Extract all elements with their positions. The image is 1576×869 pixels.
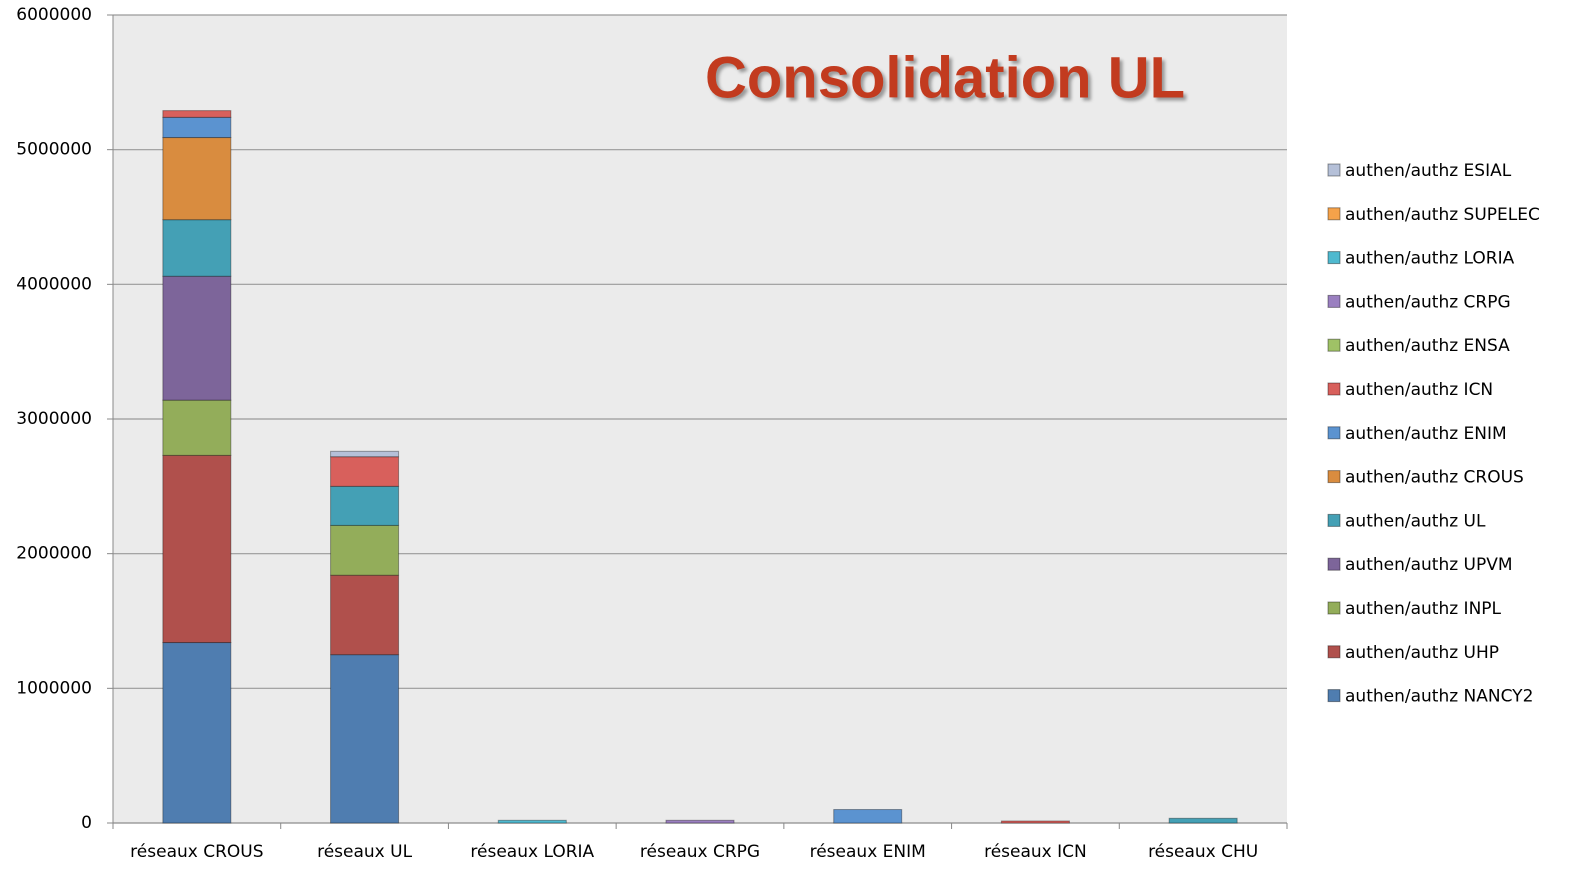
legend-swatch [1327, 470, 1341, 484]
y-tick-label: 2000000 [16, 544, 92, 564]
legend-swatch [1327, 207, 1341, 221]
legend-label: authen/authz UPVM [1345, 555, 1513, 575]
legend-swatch [1327, 163, 1341, 177]
bar-segment [162, 275, 232, 401]
legend-label: authen/authz ESIAL [1345, 161, 1512, 181]
bar-segment [833, 809, 903, 824]
x-tick-label: réseaux LORIA [470, 842, 594, 862]
legend-swatch [1327, 689, 1341, 703]
bar-segment [1168, 817, 1238, 824]
legend-label: authen/authz UHP [1345, 643, 1499, 663]
legend-swatch [1327, 557, 1341, 571]
bar-segment [330, 485, 400, 526]
x-tick-label: réseaux ICN [984, 842, 1087, 862]
legend-label: authen/authz NANCY2 [1345, 687, 1533, 707]
bar-segment [162, 454, 232, 644]
bar-segment [162, 642, 232, 824]
legend-swatch [1327, 601, 1341, 615]
legend-label: authen/authz INPL [1345, 599, 1502, 619]
bar-segment [497, 819, 567, 824]
legend-swatch [1327, 513, 1341, 527]
bar-segment [330, 574, 400, 656]
legend-label: authen/authz ENSA [1345, 336, 1510, 356]
legend-swatch [1327, 294, 1341, 308]
x-tick-label: réseaux CRPG [640, 842, 760, 862]
legend-label: authen/authz ENIM [1345, 424, 1507, 444]
y-tick-label: 4000000 [16, 274, 92, 294]
bar-segment [330, 654, 400, 824]
x-tick-label: réseaux CROUS [130, 842, 263, 862]
y-tick-label: 3000000 [16, 409, 92, 429]
y-tick-label: 5000000 [16, 140, 92, 160]
bar-segment [162, 137, 232, 221]
y-tick-label: 6000000 [16, 5, 92, 25]
x-tick-label: réseaux CHU [1148, 842, 1258, 862]
bar-segment [1000, 820, 1070, 824]
legend-label: authen/authz SUPELEC [1345, 205, 1540, 225]
legend-label: authen/authz CROUS [1345, 468, 1524, 488]
legend-swatch [1327, 251, 1341, 265]
bar-segment [162, 110, 232, 118]
bar-segment [330, 524, 400, 576]
legend-swatch [1327, 645, 1341, 659]
bar-segment [162, 399, 232, 456]
legend-label: authen/authz CRPG [1345, 292, 1511, 312]
bar-segment [665, 819, 735, 824]
bar-segment [330, 450, 400, 458]
x-tick-label: réseaux ENIM [810, 842, 926, 862]
bar-segment [162, 219, 232, 277]
y-tick-label: 1000000 [16, 678, 92, 698]
x-tick-label: réseaux UL [317, 842, 412, 862]
legend-swatch [1327, 426, 1341, 440]
legend-label: authen/authz ICN [1345, 380, 1493, 400]
legend-label: authen/authz UL [1345, 511, 1486, 531]
bar-segment [162, 116, 232, 139]
legend-swatch [1327, 338, 1341, 352]
legend-label: authen/authz LORIA [1345, 249, 1515, 269]
legend-swatch [1327, 382, 1341, 396]
chart-title: Consolidation UL [705, 45, 1185, 110]
y-tick-label: 0 [81, 813, 92, 833]
bar-segment [330, 456, 400, 487]
